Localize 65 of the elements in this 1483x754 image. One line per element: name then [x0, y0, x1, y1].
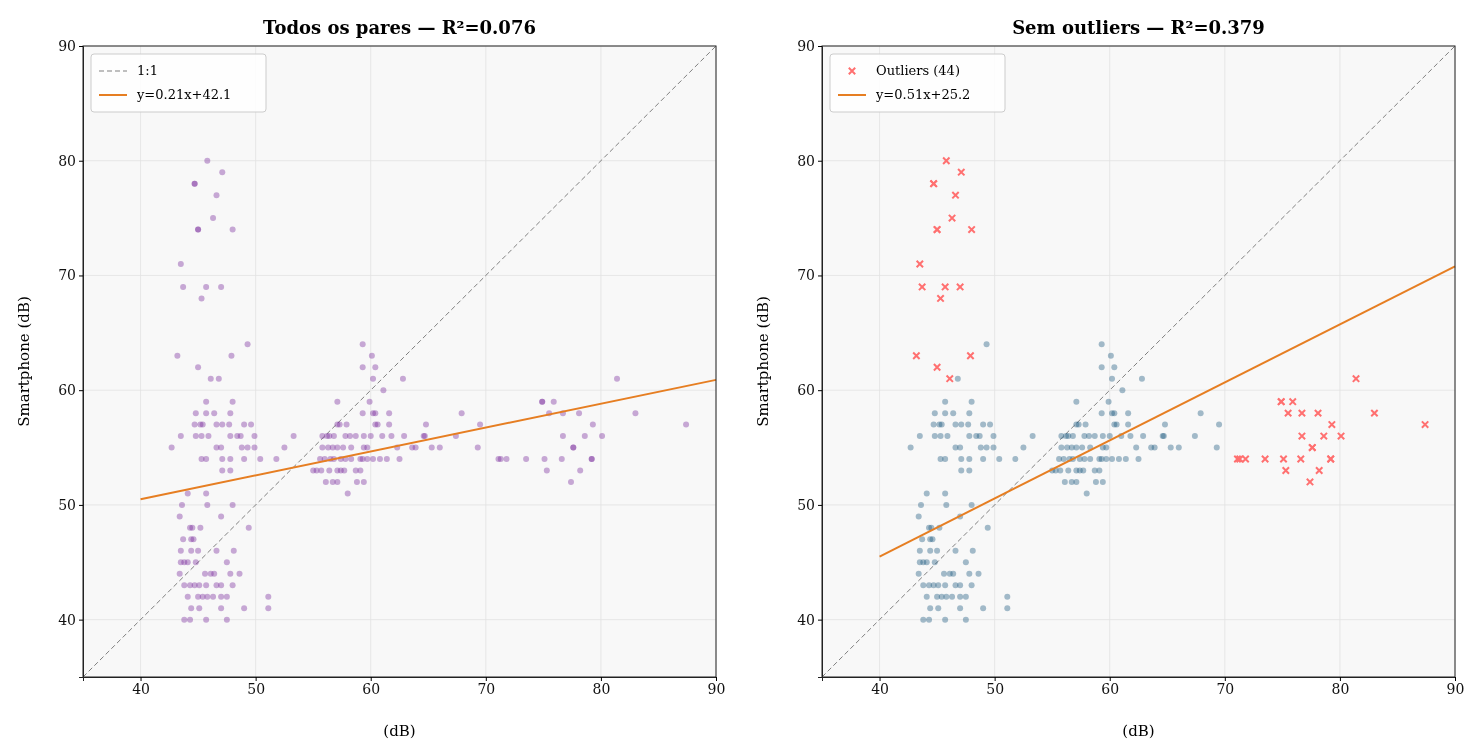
point: [957, 168, 966, 177]
chart-title: Todos os pares — R²=0.076: [263, 17, 536, 38]
y-tick-label: 90: [58, 37, 76, 54]
point: [967, 225, 976, 234]
y-tick-label: 60: [58, 382, 76, 399]
y-tick-label: 40: [58, 611, 76, 628]
point: [1351, 374, 1361, 383]
point: [1297, 431, 1307, 441]
x-tick-label: 90: [1446, 680, 1465, 697]
y-axis-title: Smartphone (dB): [754, 296, 772, 427]
point: [955, 282, 965, 292]
y-tick-label: 40: [797, 611, 815, 628]
point: [1296, 454, 1305, 464]
point: [1420, 420, 1430, 429]
x-tick-label: 50: [247, 680, 266, 697]
point: [1279, 454, 1288, 464]
point: [915, 259, 925, 269]
y-tick-label: 80: [58, 152, 76, 169]
y-tick-label: 70: [58, 267, 76, 284]
point: [1319, 431, 1328, 441]
point: [966, 351, 975, 360]
y-axis-title: Smartphone (dB): [15, 296, 33, 427]
point: [1283, 408, 1293, 418]
x-tick-label: 70: [1216, 680, 1235, 697]
legend-label: 1:1: [137, 63, 158, 78]
point: [1313, 408, 1323, 418]
point: [1260, 454, 1270, 464]
point: [1281, 466, 1291, 475]
legend-label: y=0.21x+42.1: [136, 87, 232, 102]
x-axis-title: (dB): [1122, 722, 1155, 740]
y-tick-label: 60: [797, 382, 815, 399]
x-tick-label: 60: [1101, 680, 1120, 697]
point: [947, 213, 957, 223]
y-tick-label: 50: [797, 496, 815, 513]
point: [912, 351, 921, 360]
point: [1305, 477, 1315, 487]
point: [1288, 397, 1297, 406]
point: [932, 363, 942, 372]
chart-title: Sem outliers — R²=0.379: [1012, 17, 1265, 38]
y-tick-label: 70: [797, 267, 815, 284]
y-tick-label: 50: [58, 496, 76, 513]
x-tick-label: 80: [592, 680, 611, 697]
point: [1336, 431, 1346, 441]
point: [945, 374, 954, 383]
x-tick-label: 80: [1331, 680, 1350, 697]
point: [1327, 420, 1337, 429]
x-tick-label: 40: [132, 680, 150, 697]
legend-label: Outliers (44): [876, 63, 960, 78]
x-tick-label: 50: [986, 680, 1005, 697]
point: [951, 190, 960, 200]
x-axis-title: (dB): [383, 722, 416, 740]
point: [1314, 466, 1324, 475]
point: [1370, 408, 1379, 418]
point: [940, 282, 950, 292]
y-tick-label: 90: [797, 37, 815, 54]
point: [942, 156, 951, 165]
point: [1297, 408, 1307, 418]
legend-label: y=0.51x+25.2: [875, 87, 971, 102]
x-tick-label: 70: [477, 680, 496, 697]
point: [936, 294, 945, 303]
x-tick-label: 60: [362, 680, 381, 697]
point: [917, 282, 927, 292]
x-tick-label: 40: [871, 680, 889, 697]
x-tick-label: 90: [707, 680, 726, 697]
y-tick-label: 80: [797, 152, 815, 169]
